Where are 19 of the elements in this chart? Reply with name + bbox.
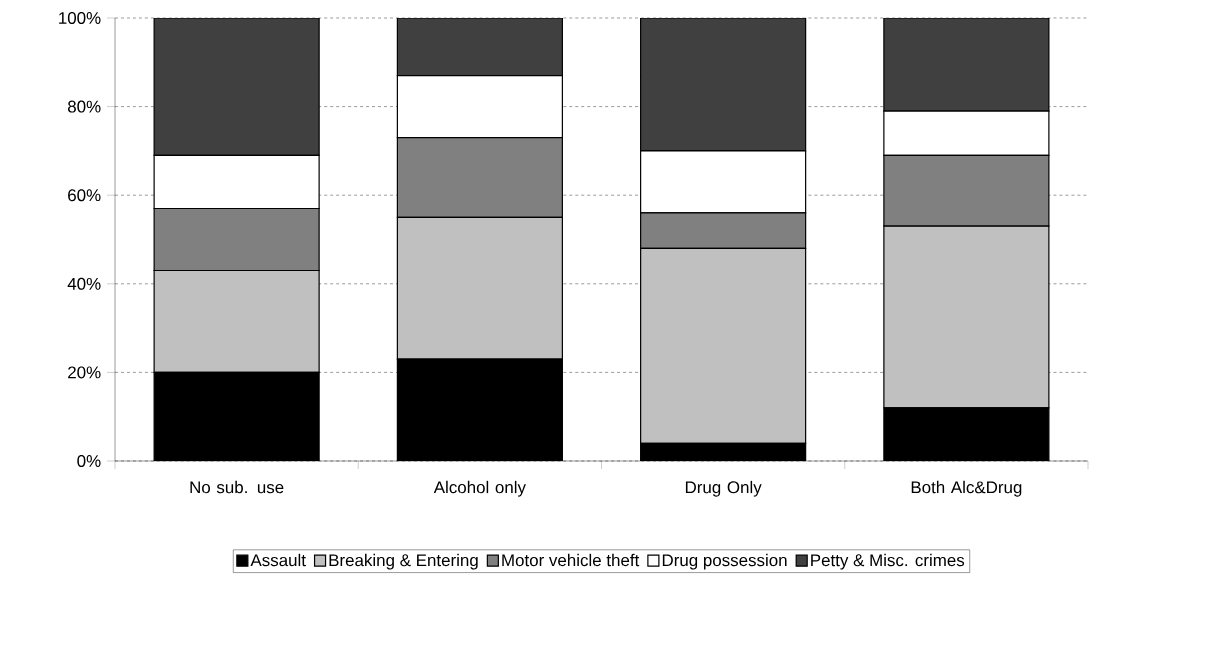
y-tick-label: 60% <box>68 189 101 202</box>
x-tick-label: Both Alc&Drug <box>911 480 1022 497</box>
legend-label: Petty & Misc. crimes <box>811 553 965 570</box>
y-tick-label: 100% <box>59 12 101 24</box>
y-tick-label: 40% <box>67 277 101 290</box>
y-tick-label: 20% <box>68 366 101 379</box>
x-tick-label: No sub. use <box>190 480 284 494</box>
y-tick-label: 80% <box>67 100 101 113</box>
bar <box>883 18 1050 112</box>
x-tick-label: Alcohol only <box>433 480 526 497</box>
legend-label: Assault <box>250 553 306 567</box>
y-tick-label: 0% <box>77 455 101 467</box>
bar <box>153 18 320 156</box>
legend-label: Drug possession <box>662 553 787 570</box>
bar <box>396 18 563 77</box>
legend-label: Breaking & Entering <box>329 553 478 570</box>
legend-label: Motor vehicle theft <box>502 553 640 567</box>
bar <box>640 18 807 152</box>
x-tick-label: Drug Only <box>685 480 762 497</box>
